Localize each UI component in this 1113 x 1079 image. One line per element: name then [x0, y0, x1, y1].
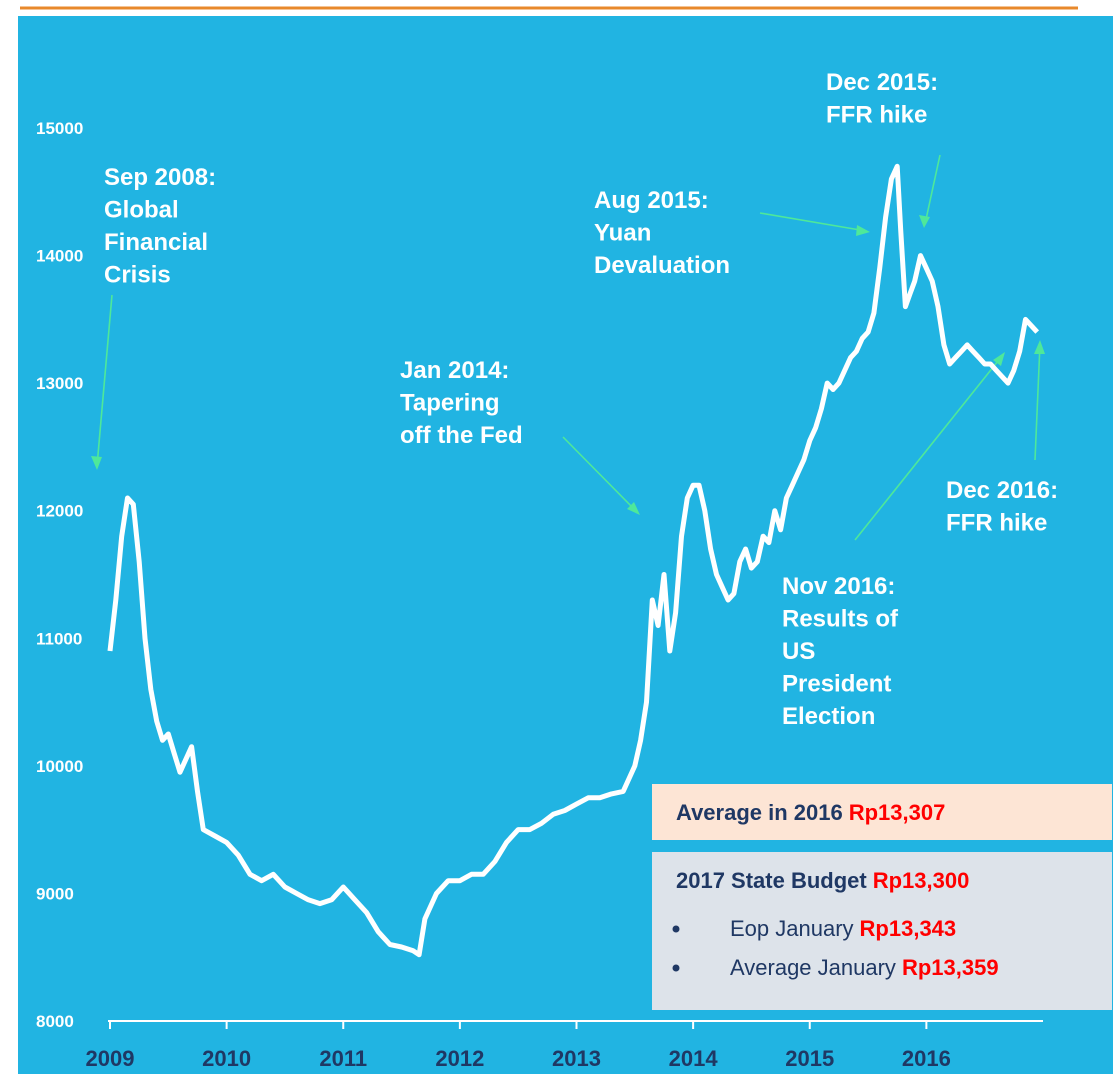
annotation: off the Fed — [400, 422, 523, 449]
info-box-text: Average in 2016 Rp13,307 — [676, 800, 945, 825]
arrow — [562, 436, 637, 512]
arrow — [96, 294, 113, 467]
x-tick-label: 2013 — [552, 1046, 601, 1071]
annotation: Financial — [104, 229, 208, 256]
info-label: 2017 State Budget — [676, 868, 867, 893]
x-tick-label: 2011 — [319, 1046, 367, 1071]
annotation: Dec 2015: — [826, 69, 938, 96]
arrow-head — [1034, 340, 1045, 354]
x-tick-label: 2014 — [669, 1046, 719, 1071]
arrow — [759, 212, 867, 232]
arrow — [854, 355, 1003, 541]
info-box — [652, 852, 1112, 1010]
y-tick-label: 10000 — [36, 757, 83, 776]
item-label: Eop January — [730, 916, 854, 941]
rate-line — [107, 163, 1040, 958]
y-tick-label: 8000 — [36, 1012, 74, 1031]
arrow-head — [856, 225, 870, 236]
arrow — [1034, 343, 1041, 461]
annotation: Jan 2014: — [400, 357, 509, 384]
annotation: President — [782, 671, 891, 698]
arrow-head — [993, 352, 1005, 366]
info-item: Eop January Rp13,343 — [730, 916, 956, 941]
y-tick-label: 11000 — [36, 629, 82, 648]
annotation: FFR hike — [946, 510, 1047, 537]
annotation: Aug 2015: — [594, 187, 709, 214]
annotation: FFR hike — [826, 102, 927, 129]
x-tick-label: 2010 — [202, 1046, 251, 1071]
x-tick-label: 2015 — [785, 1046, 834, 1071]
item-label: Average January — [730, 955, 896, 980]
annotation: US — [782, 638, 815, 665]
annotation: Crisis — [104, 262, 171, 289]
annotation: Nov 2016: — [782, 573, 895, 600]
x-tick-label: 2016 — [902, 1046, 951, 1071]
y-tick-label: 14000 — [36, 247, 83, 266]
info-item: Average January Rp13,359 — [730, 955, 999, 980]
annotation: Dec 2016: — [946, 477, 1058, 504]
annotation: Results of — [782, 606, 899, 633]
annotation: Yuan — [594, 220, 651, 247]
bullet — [672, 964, 680, 972]
bullet — [672, 925, 680, 933]
y-tick-label: 15000 — [36, 119, 83, 138]
arrow-head — [919, 215, 930, 228]
annotation: Election — [782, 703, 875, 730]
x-tick-label: 2009 — [86, 1046, 135, 1071]
arrows — [91, 154, 1045, 541]
x-tick-label: 2012 — [435, 1046, 484, 1071]
annotation: Tapering — [400, 390, 500, 417]
arrow-head — [91, 456, 102, 470]
info-label: Average in 2016 — [676, 800, 843, 825]
y-tick-label: 12000 — [36, 502, 83, 521]
info-value: Rp13,300 — [873, 868, 970, 893]
arrow — [924, 154, 941, 225]
info-value: Rp13,307 — [849, 800, 946, 825]
annotation: Devaluation — [594, 252, 730, 279]
y-tick-label: 9000 — [36, 884, 74, 903]
info-box — [652, 784, 1112, 840]
annotation: Sep 2008: — [104, 164, 216, 191]
annotation: Global — [104, 197, 179, 224]
y-tick-label: 13000 — [36, 374, 83, 393]
arrow-head — [627, 502, 640, 515]
item-value: Rp13,343 — [860, 916, 957, 941]
item-value: Rp13,359 — [902, 955, 999, 980]
info-box-text: 2017 State Budget Rp13,300 — [676, 868, 969, 893]
